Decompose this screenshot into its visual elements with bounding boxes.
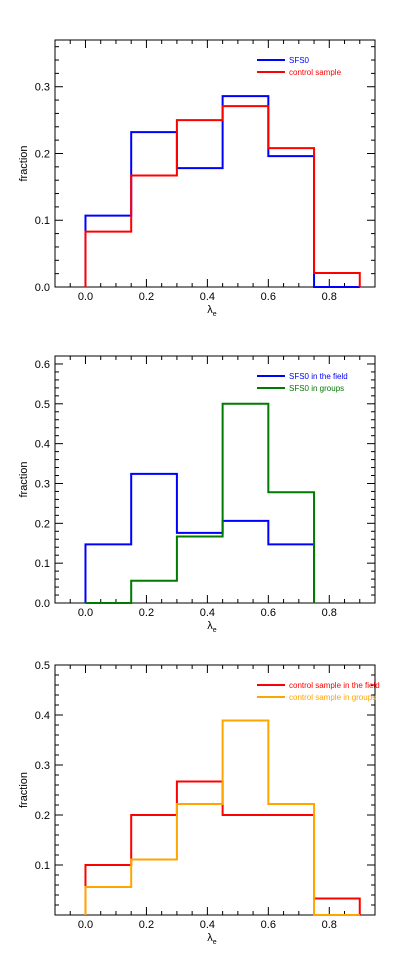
x-axis-label: λe [207,620,217,634]
x-tick-label: 0.0 [78,607,93,619]
y-tick-label: 0.0 [35,598,50,610]
histogram-series-2 [85,402,316,604]
legend-label-2: control sample in groups [289,693,376,702]
y-tick-label: 0.0 [35,282,50,294]
histogram-series-1 [84,95,360,288]
y-tick-label: 0.1 [35,215,50,227]
x-tick-label: 0.8 [322,919,337,931]
x-tick-label: 0.6 [261,291,276,303]
x-tick-label: 0.4 [200,291,215,303]
y-axis-label: fraction [18,145,30,181]
plot-frame [54,39,376,288]
plot-frame [54,664,376,916]
chart-panel-3: 0.0 0.2 0.4 0.6 0.8 0.1 0.2 0.3 0.4 0.5 λe fraction… [18,660,380,946]
x-axis-label-subscript: e [213,311,217,318]
x-tick-label: 0.0 [78,919,93,931]
histogram-series-1 [84,472,316,603]
x-tick-label: 0.4 [200,607,215,619]
histogram-series-2 [84,719,360,916]
chart-panel-2: 0.0 0.2 0.4 0.6 0.8 0.0 0.1 0.2 0.3 0.4 0.5 0.6 λe fr… [18,355,376,634]
x-tick-label: 0.4 [200,919,215,931]
y-tick-label: 0.5 [35,660,50,672]
plot-frame [54,355,376,604]
x-tick-label: 0.6 [261,919,276,931]
y-tick-label: 0.3 [35,760,50,772]
legend-label-1: SFS0 in the field [289,372,348,381]
x-tick-label: 0.0 [78,291,93,303]
x-axis-label-subscript: e [213,939,217,946]
x-tick-label: 0.8 [322,291,337,303]
y-tick-label: 0.3 [35,478,50,490]
y-axis-label: fraction [18,772,30,808]
y-tick-label: 0.2 [35,518,50,530]
x-axis-label: λe [207,304,217,318]
legend-label-1: SFS0 [289,56,310,65]
legend-label-2: control sample [289,68,342,77]
chart-panel-1: 0.0 0.2 0.4 0.6 0.8 0.0 0.1 0.2 0.3 λe fraction SFS… [18,39,376,318]
y-tick-label: 0.4 [35,710,50,722]
legend-label-1: control sample in the field [289,681,380,690]
x-tick-label: 0.2 [139,919,154,931]
y-tick-label: 0.5 [35,399,50,411]
y-tick-label: 0.1 [35,860,50,872]
x-tick-label: 0.6 [261,607,276,619]
x-axis-label: λe [207,932,217,946]
x-tick-label: 0.2 [139,291,154,303]
y-tick-label: 0.1 [35,558,50,570]
x-axis-label-subscript: e [213,627,217,634]
y-tick-label: 0.2 [35,810,50,822]
y-axis-label: fraction [18,461,30,497]
y-tick-label: 0.3 [35,82,50,94]
histogram-series-2 [84,105,361,287]
y-tick-label: 0.2 [35,148,50,160]
y-tick-label: 0.6 [35,359,50,371]
x-tick-label: 0.2 [139,607,154,619]
x-tick-label: 0.8 [322,607,337,619]
y-tick-label: 0.4 [35,439,50,451]
legend-label-2: SFS0 in groups [289,384,344,393]
